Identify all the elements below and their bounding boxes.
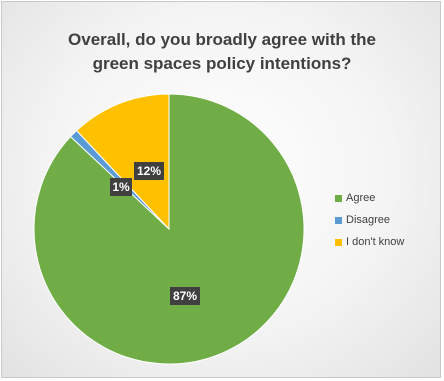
data-label-agree: 87%	[170, 287, 200, 305]
legend-label: Agree	[346, 192, 376, 204]
legend-swatch	[335, 216, 342, 224]
svg-text:87%: 87%	[173, 289, 197, 303]
legend-label: I don't know	[346, 236, 405, 248]
chart-title: Overall, do you broadly agree with the g…	[68, 30, 376, 73]
data-label-i-don-t-know: 12%	[134, 162, 164, 180]
legend-item-i-don-t-know: I don't know	[335, 231, 404, 253]
legend-swatch	[335, 194, 342, 202]
data-label-disagree: 1%	[110, 178, 132, 196]
svg-text:12%: 12%	[137, 164, 161, 178]
legend-swatch	[335, 238, 342, 246]
pie-slice-i-don-t-know	[75, 93, 170, 231]
legend-item-disagree: Disagree	[335, 209, 404, 231]
legend-label: Disagree	[346, 214, 391, 226]
svg-text:1%: 1%	[112, 180, 130, 194]
legend: Agree Disagree I don't know	[335, 187, 404, 253]
legend-item-agree: Agree	[335, 187, 404, 209]
